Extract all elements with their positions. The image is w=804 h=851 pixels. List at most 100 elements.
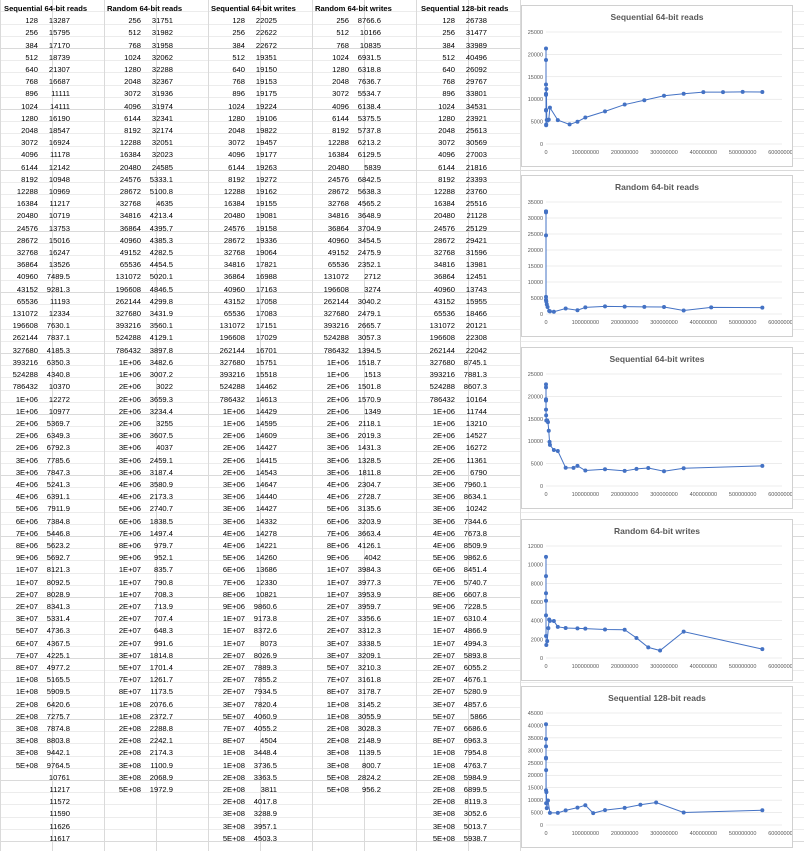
value-cell[interactable]: 20121 — [465, 321, 487, 331]
value-cell[interactable]: 8509.9 — [463, 540, 487, 550]
value-cell[interactable]: 1328.5 — [357, 455, 381, 465]
value-cell[interactable]: 13743 — [465, 284, 487, 294]
value-cell[interactable]: 25516 — [465, 199, 487, 209]
table-row[interactable]: 36864 13526 — [4, 259, 87, 271]
table-row[interactable]: 2E+08 5984.9 — [421, 772, 508, 784]
value-cell[interactable]: 17151 — [255, 321, 277, 331]
size-cell[interactable]: 8E+06 — [15, 540, 38, 550]
value-cell[interactable]: 7820.4 — [253, 699, 277, 709]
value-cell[interactable]: 17029 — [255, 333, 277, 343]
size-cell[interactable]: 1E+06 — [15, 406, 38, 416]
value-cell[interactable]: 2076.6 — [149, 699, 173, 709]
size-cell[interactable]: 5E+07 — [222, 711, 245, 721]
table-row[interactable]: 1280 6318.8 — [315, 64, 392, 76]
table-row[interactable]: 128 13287 — [4, 15, 87, 27]
table-row[interactable]: 2E+06 1349 — [315, 406, 392, 418]
size-cell[interactable]: 5E+07 — [432, 711, 455, 721]
size-cell[interactable]: 32768 — [327, 199, 349, 209]
value-cell[interactable]: 10166 — [359, 28, 381, 38]
size-cell[interactable]: 4E+06 — [432, 540, 455, 550]
size-cell[interactable]: 4E+06 — [222, 528, 245, 538]
column-header[interactable]: Random 64-bit writes — [315, 4, 392, 13]
table-row[interactable]: 128 22025 — [211, 15, 296, 27]
size-cell[interactable]: 49152 — [327, 248, 349, 258]
size-cell[interactable]: 7E+07 — [15, 650, 38, 660]
value-cell[interactable]: 6792.3 — [46, 443, 70, 453]
size-cell[interactable]: 20480 — [119, 162, 141, 172]
table-row[interactable]: 32768 4565.2 — [315, 198, 392, 210]
size-cell[interactable]: 2048 — [21, 126, 38, 136]
value-cell[interactable]: 10242 — [465, 504, 487, 514]
table-row[interactable]: 2E+06 6349.3 — [4, 430, 87, 442]
size-cell[interactable]: 40960 — [327, 235, 349, 245]
value-cell[interactable]: 2479.1 — [357, 309, 381, 319]
value-cell[interactable]: 33801 — [465, 89, 487, 99]
chart[interactable]: Random 64-bit writes 0 2000 4000 6000 8000 100… — [521, 519, 793, 681]
value-cell[interactable]: 8341.3 — [46, 601, 70, 611]
size-cell[interactable]: 512 — [128, 28, 141, 38]
value-cell[interactable]: 2019.3 — [357, 431, 381, 441]
table-row[interactable]: 2E+07 7934.5 — [211, 686, 296, 698]
value-cell[interactable]: 7837.1 — [46, 333, 70, 343]
table-row[interactable]: 786432 14613 — [211, 394, 296, 406]
value-cell[interactable]: 1497.4 — [149, 528, 173, 538]
value-cell[interactable]: 31477 — [465, 28, 487, 38]
table-row[interactable]: 28672 15016 — [4, 235, 87, 247]
table-row[interactable]: 1E+07 6310.4 — [421, 613, 508, 625]
value-cell[interactable]: 7874.8 — [46, 723, 70, 733]
value-cell[interactable]: 4503.3 — [253, 833, 277, 843]
value-cell[interactable]: 3811 — [260, 785, 277, 794]
table-row[interactable]: 2048 7636.7 — [315, 76, 392, 88]
table-row[interactable]: 640 19150 — [211, 64, 296, 76]
value-cell[interactable]: 7630.1 — [46, 321, 70, 331]
table-row[interactable]: 131072 17151 — [211, 320, 296, 332]
size-cell[interactable]: 9E+06 — [432, 601, 455, 611]
size-cell[interactable]: 1E+06 — [432, 418, 455, 428]
size-cell[interactable]: 32768 — [433, 248, 455, 258]
table-row[interactable]: 5E+08 2824.2 — [315, 772, 392, 784]
value-cell[interactable]: 7881.3 — [463, 370, 487, 380]
size-cell[interactable]: 3E+08 — [118, 760, 141, 770]
size-cell[interactable]: 8E+06 — [118, 540, 141, 550]
table-row[interactable]: 786432 10370 — [4, 381, 87, 393]
table-row[interactable]: 4096 6138.4 — [315, 101, 392, 113]
table-row[interactable]: 28672 5100.8 — [107, 186, 182, 198]
value-cell[interactable]: 14111 — [50, 101, 70, 111]
table-row[interactable]: 3E+07 4857.6 — [421, 699, 508, 711]
table-row[interactable]: 1E+07 3953.9 — [315, 589, 392, 601]
value-cell[interactable]: 7636.7 — [357, 77, 381, 87]
value-cell[interactable]: 4060.9 — [253, 711, 277, 721]
table-row[interactable]: 262144 4299.8 — [107, 296, 182, 308]
value-cell[interactable]: 4977.2 — [46, 662, 70, 672]
value-cell[interactable]: 19158 — [255, 223, 277, 233]
table-row[interactable]: 3E+06 1811.8 — [315, 467, 392, 479]
table-row[interactable]: 8192 10948 — [4, 174, 87, 186]
value-cell[interactable]: 16701 — [255, 345, 277, 355]
size-cell[interactable]: 65536 — [16, 296, 38, 306]
value-cell[interactable]: 32341 — [151, 113, 173, 123]
table-row[interactable]: 1E+06 3482.6 — [107, 357, 182, 369]
size-cell[interactable]: 2048 — [124, 77, 141, 87]
size-cell[interactable]: 3E+08 — [118, 772, 141, 782]
table-row[interactable]: 3E+08 3957.1 — [211, 821, 296, 833]
value-cell[interactable]: 4857.6 — [463, 699, 487, 709]
table-row[interactable]: 256 22622 — [211, 27, 296, 39]
size-cell[interactable]: 3E+08 — [15, 748, 38, 758]
value-cell[interactable]: 4395.7 — [149, 223, 173, 233]
size-cell[interactable]: 36864 — [433, 272, 455, 282]
table-row[interactable]: 2E+08 3028.3 — [315, 723, 392, 735]
size-cell[interactable]: 2E+08 — [118, 736, 141, 746]
size-cell[interactable] — [4, 821, 38, 833]
value-cell[interactable]: 32051 — [151, 138, 173, 148]
value-cell[interactable]: 7960.1 — [463, 479, 487, 489]
size-cell[interactable]: 3E+08 — [326, 760, 349, 770]
value-cell[interactable]: 3210.3 — [357, 662, 381, 672]
table-row[interactable]: 20480 5839 — [315, 162, 392, 174]
value-cell[interactable]: 12451 — [465, 272, 487, 282]
size-cell[interactable]: 196608 — [12, 321, 38, 331]
table-row[interactable]: 7E+07 6686.6 — [421, 723, 508, 735]
value-cell[interactable]: 17083 — [255, 309, 277, 319]
table-row[interactable]: 40960 13743 — [421, 284, 508, 296]
table-row[interactable]: 16384 6129.5 — [315, 149, 392, 161]
value-cell[interactable]: 4763.7 — [463, 760, 487, 770]
